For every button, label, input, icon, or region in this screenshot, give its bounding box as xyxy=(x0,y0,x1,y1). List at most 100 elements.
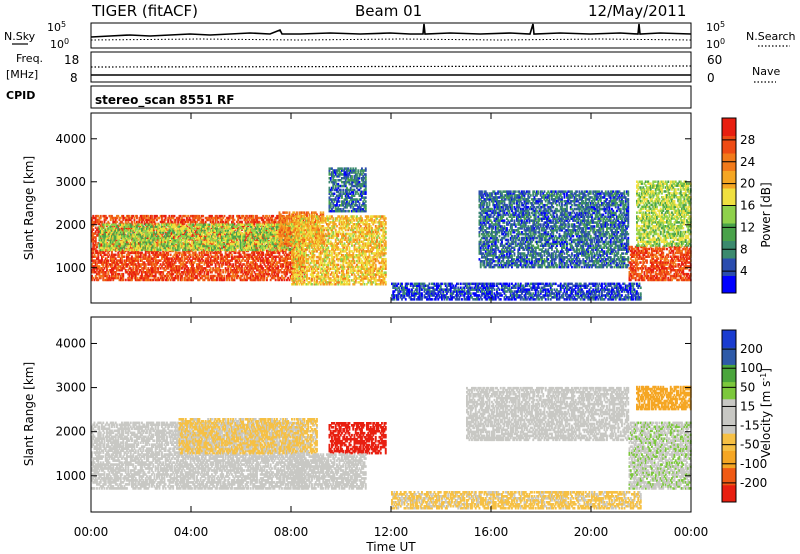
data-cell xyxy=(281,214,283,218)
data-cell xyxy=(227,269,230,272)
data-cell xyxy=(147,263,150,266)
data-cell xyxy=(147,271,150,274)
data-cell xyxy=(107,265,110,268)
data-cell xyxy=(259,253,262,257)
data-cell xyxy=(149,220,152,224)
data-cell xyxy=(106,261,108,264)
data-cell xyxy=(154,216,157,220)
data-cell xyxy=(114,257,117,260)
data-cell xyxy=(98,265,101,268)
data-cell xyxy=(151,269,153,272)
data-cell xyxy=(206,265,208,268)
data-cell xyxy=(236,255,238,258)
data-cell xyxy=(159,272,162,276)
data-cell xyxy=(274,216,277,220)
data-cell xyxy=(134,265,137,268)
data-cell xyxy=(281,274,283,278)
data-cell xyxy=(97,257,100,260)
data-cell xyxy=(204,236,207,239)
data-cell xyxy=(223,259,226,262)
data-cell xyxy=(97,214,100,218)
data-cell xyxy=(188,274,191,278)
data-cell xyxy=(224,255,227,258)
data-cell xyxy=(152,224,155,227)
data-cell xyxy=(169,257,172,260)
data-cell xyxy=(271,251,273,255)
data-cell xyxy=(93,220,96,224)
data-cell xyxy=(156,267,158,270)
data-cell xyxy=(242,223,245,226)
data-cell xyxy=(228,251,231,255)
data-cell xyxy=(192,257,195,260)
data-cell xyxy=(157,253,160,257)
data-cell xyxy=(128,214,131,218)
data-cell xyxy=(263,234,266,237)
data-cell xyxy=(259,257,262,260)
data-cell xyxy=(196,271,198,274)
data-cell xyxy=(236,271,238,274)
data-cell xyxy=(244,271,247,274)
data-cell xyxy=(224,247,227,251)
data-cell xyxy=(168,259,171,262)
data-cell xyxy=(198,251,201,255)
data-cell xyxy=(114,271,117,274)
data-cell xyxy=(103,214,106,218)
data-cell xyxy=(224,253,227,257)
data-cell xyxy=(152,232,155,235)
data-cell xyxy=(96,245,98,249)
data-cell xyxy=(109,259,112,262)
data-cell xyxy=(117,272,120,276)
data-cell xyxy=(253,259,256,262)
data-cell xyxy=(243,263,246,266)
data-cell xyxy=(137,255,140,258)
data-cell xyxy=(199,220,202,224)
data-cell xyxy=(133,271,136,274)
data-cell xyxy=(182,222,185,226)
data-cell xyxy=(256,214,258,218)
data-cell xyxy=(198,259,201,262)
data-cell xyxy=(153,220,156,224)
data-cell xyxy=(284,251,287,255)
data-cell xyxy=(189,255,192,258)
data-cell xyxy=(173,257,176,260)
data-cell xyxy=(162,253,165,257)
data-cell xyxy=(192,271,195,274)
data-cell xyxy=(278,259,281,262)
data-cell xyxy=(91,216,93,220)
data-cell xyxy=(169,274,172,278)
data-cell xyxy=(136,271,138,274)
data-cell xyxy=(137,220,140,224)
data-cell xyxy=(188,226,191,229)
data-cell xyxy=(153,274,156,278)
data-cell xyxy=(227,276,230,280)
data-cell xyxy=(147,274,150,278)
data-cell xyxy=(211,259,213,262)
data-cell xyxy=(134,253,137,257)
data-cell xyxy=(227,265,230,268)
data-cell xyxy=(284,265,287,268)
data-cell xyxy=(121,214,123,218)
data-cell xyxy=(109,271,112,274)
data-cell xyxy=(137,272,140,276)
data-cell xyxy=(111,263,113,266)
data-cell xyxy=(133,243,136,247)
data-cell xyxy=(254,218,257,222)
data-cell xyxy=(258,278,261,282)
data-cell xyxy=(227,272,230,276)
data-cell xyxy=(119,259,122,262)
data-cell xyxy=(106,245,108,249)
data-cell xyxy=(193,216,196,220)
data-cell xyxy=(217,267,220,270)
data-cell xyxy=(114,265,117,268)
data-cell xyxy=(248,232,251,235)
data-cell xyxy=(141,267,143,270)
data-cell xyxy=(266,276,268,280)
data-cell xyxy=(252,278,255,282)
data-cell xyxy=(144,274,147,278)
data-cell xyxy=(203,274,206,278)
data-cell xyxy=(179,274,182,278)
data-cell xyxy=(151,267,153,270)
data-cell xyxy=(167,253,170,257)
data-cell xyxy=(233,257,236,260)
